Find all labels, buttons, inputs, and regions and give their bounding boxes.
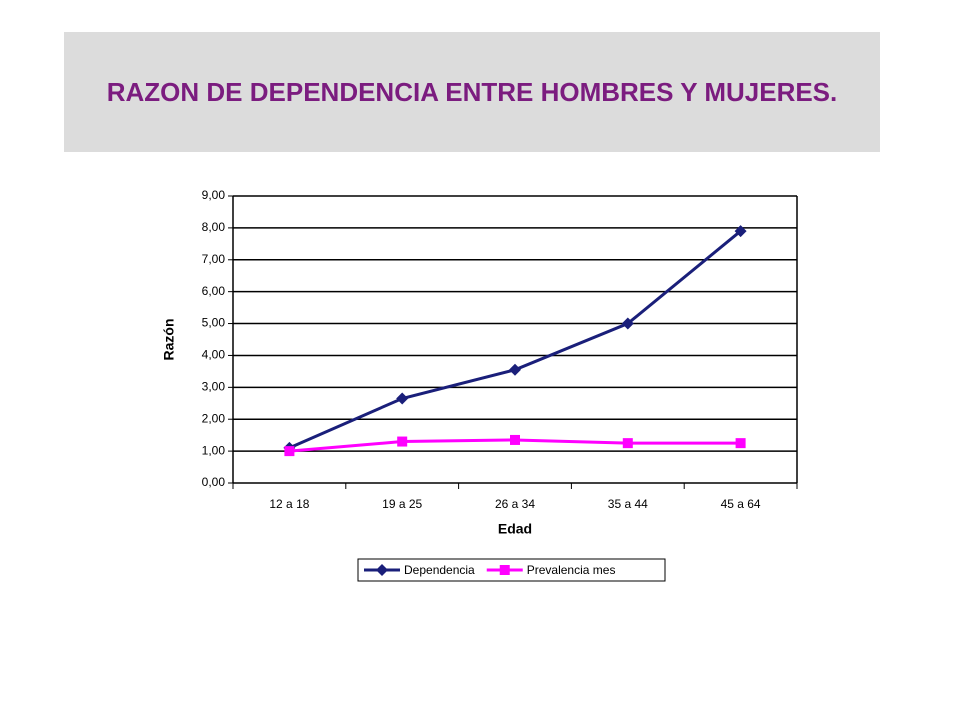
legend-marker [499, 565, 510, 575]
x-tick-label: 19 a 25 [382, 497, 422, 511]
y-tick-label: 2,00 [202, 411, 226, 425]
title-box: RAZON DE DEPENDENCIA ENTRE HOMBRES Y MUJ… [64, 32, 880, 152]
data-point [284, 446, 295, 457]
y-axis-label: Razón [161, 319, 177, 361]
y-tick-label: 3,00 [202, 380, 226, 394]
data-point [622, 438, 633, 449]
chart-title: RAZON DE DEPENDENCIA ENTRE HOMBRES Y MUJ… [106, 77, 838, 107]
data-point [397, 436, 408, 447]
y-tick-label: 9,00 [202, 188, 226, 202]
data-point [621, 317, 634, 330]
x-tick-label: 45 a 64 [721, 497, 761, 511]
y-tick-label: 5,00 [202, 316, 226, 330]
y-tick-label: 7,00 [202, 252, 226, 266]
x-tick-label: 26 a 34 [495, 497, 535, 511]
x-tick-label: 35 a 44 [608, 497, 648, 511]
data-point [734, 225, 747, 238]
y-tick-label: 0,00 [202, 475, 226, 489]
legend-label: Dependencia [404, 563, 475, 577]
legend-marker [376, 564, 388, 576]
y-tick-label: 8,00 [202, 220, 226, 234]
data-point [510, 434, 520, 445]
y-tick-label: 4,00 [202, 348, 226, 362]
data-point [396, 392, 409, 405]
y-tick-label: 6,00 [202, 284, 226, 298]
data-point [509, 363, 521, 376]
y-tick-label: 1,00 [202, 443, 226, 457]
legend-label: Prevalencia mes [527, 563, 616, 577]
data-point [735, 438, 746, 449]
x-axis-label: Edad [498, 521, 532, 537]
series-line [288, 229, 742, 450]
x-tick-label: 12 a 18 [269, 497, 309, 511]
